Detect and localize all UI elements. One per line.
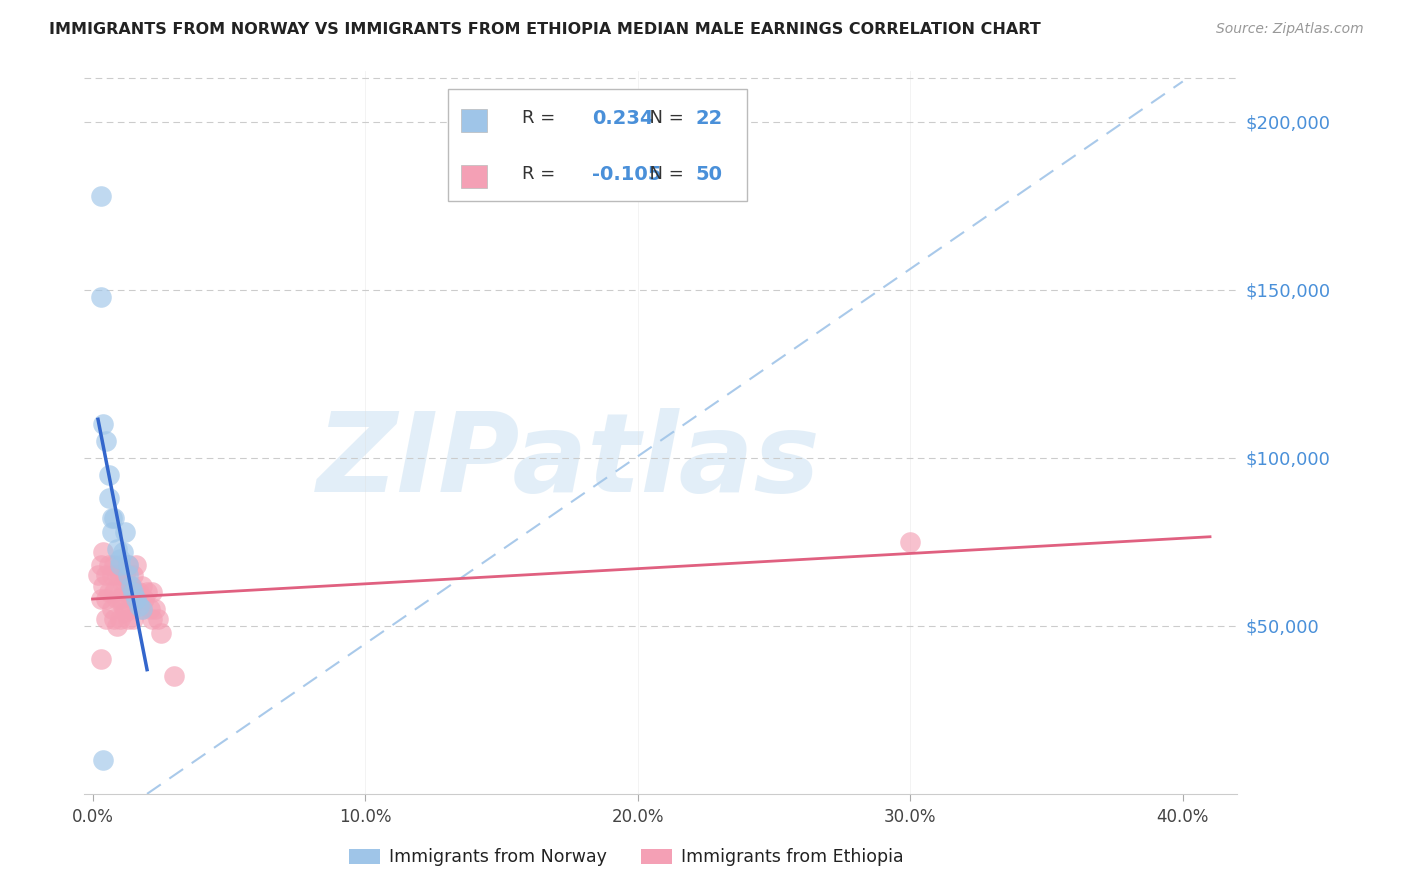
Point bbox=[149, 625, 172, 640]
Point bbox=[105, 591, 128, 606]
Text: Source: ZipAtlas.com: Source: ZipAtlas.com bbox=[1216, 22, 1364, 37]
Point bbox=[105, 568, 128, 582]
Point bbox=[117, 558, 139, 573]
Point bbox=[97, 467, 120, 482]
Point bbox=[108, 551, 131, 566]
Point bbox=[96, 591, 118, 606]
Point bbox=[103, 558, 125, 573]
Point bbox=[90, 558, 112, 573]
Point bbox=[100, 602, 122, 616]
Point bbox=[111, 578, 134, 592]
Point bbox=[97, 585, 120, 599]
Point bbox=[93, 417, 115, 432]
Point bbox=[111, 599, 134, 613]
Point bbox=[90, 591, 112, 606]
Point bbox=[93, 753, 115, 767]
Point bbox=[105, 541, 128, 556]
Point bbox=[117, 558, 139, 573]
Point bbox=[108, 568, 131, 582]
Point bbox=[141, 612, 163, 626]
Point bbox=[141, 585, 163, 599]
Point bbox=[90, 188, 112, 202]
Point bbox=[122, 591, 145, 606]
Text: R =: R = bbox=[523, 110, 561, 128]
Point bbox=[103, 612, 125, 626]
Point bbox=[163, 669, 186, 683]
Point bbox=[97, 558, 120, 573]
Point bbox=[122, 585, 145, 599]
Point bbox=[100, 568, 122, 582]
Point bbox=[90, 652, 112, 666]
Point bbox=[117, 612, 139, 626]
Point bbox=[103, 585, 125, 599]
Point bbox=[93, 545, 115, 559]
Point bbox=[120, 578, 142, 592]
Point bbox=[100, 511, 122, 525]
Point bbox=[131, 578, 153, 592]
Point bbox=[117, 568, 139, 582]
Point bbox=[146, 612, 169, 626]
Point bbox=[125, 558, 148, 573]
Point bbox=[97, 491, 120, 505]
Point bbox=[122, 568, 145, 582]
Point bbox=[120, 602, 142, 616]
Point bbox=[114, 524, 136, 539]
Text: 22: 22 bbox=[696, 109, 723, 128]
FancyBboxPatch shape bbox=[461, 109, 488, 132]
Point bbox=[128, 599, 150, 613]
Point bbox=[87, 568, 110, 582]
Point bbox=[143, 602, 166, 616]
Point bbox=[114, 568, 136, 582]
Point bbox=[131, 602, 153, 616]
Point bbox=[111, 545, 134, 559]
Point bbox=[898, 534, 921, 549]
Point bbox=[139, 602, 162, 616]
Point bbox=[93, 578, 115, 592]
Text: N =: N = bbox=[638, 110, 689, 128]
Point bbox=[114, 585, 136, 599]
Point bbox=[125, 585, 148, 599]
Text: 0.234: 0.234 bbox=[592, 109, 654, 128]
FancyBboxPatch shape bbox=[461, 165, 488, 188]
Point bbox=[120, 578, 142, 592]
Point bbox=[96, 434, 118, 448]
Point bbox=[134, 591, 156, 606]
Text: -0.105: -0.105 bbox=[592, 165, 661, 184]
Point bbox=[108, 612, 131, 626]
Point bbox=[96, 568, 118, 582]
Point bbox=[125, 591, 148, 606]
Point bbox=[108, 591, 131, 606]
Text: ZIPatlas: ZIPatlas bbox=[316, 408, 821, 515]
Point bbox=[128, 585, 150, 599]
Point bbox=[103, 511, 125, 525]
Point bbox=[136, 585, 159, 599]
Point bbox=[117, 585, 139, 599]
Point bbox=[108, 558, 131, 573]
Point bbox=[131, 602, 153, 616]
Point bbox=[90, 289, 112, 303]
Legend: Immigrants from Norway, Immigrants from Ethiopia: Immigrants from Norway, Immigrants from … bbox=[342, 841, 911, 873]
Point bbox=[96, 612, 118, 626]
Text: 50: 50 bbox=[696, 165, 723, 184]
Point bbox=[114, 606, 136, 620]
Text: N =: N = bbox=[638, 165, 689, 184]
FancyBboxPatch shape bbox=[447, 89, 748, 202]
Point bbox=[105, 619, 128, 633]
Point bbox=[122, 612, 145, 626]
Point bbox=[100, 524, 122, 539]
Text: IMMIGRANTS FROM NORWAY VS IMMIGRANTS FROM ETHIOPIA MEDIAN MALE EARNINGS CORRELAT: IMMIGRANTS FROM NORWAY VS IMMIGRANTS FRO… bbox=[49, 22, 1040, 37]
Text: R =: R = bbox=[523, 165, 561, 184]
